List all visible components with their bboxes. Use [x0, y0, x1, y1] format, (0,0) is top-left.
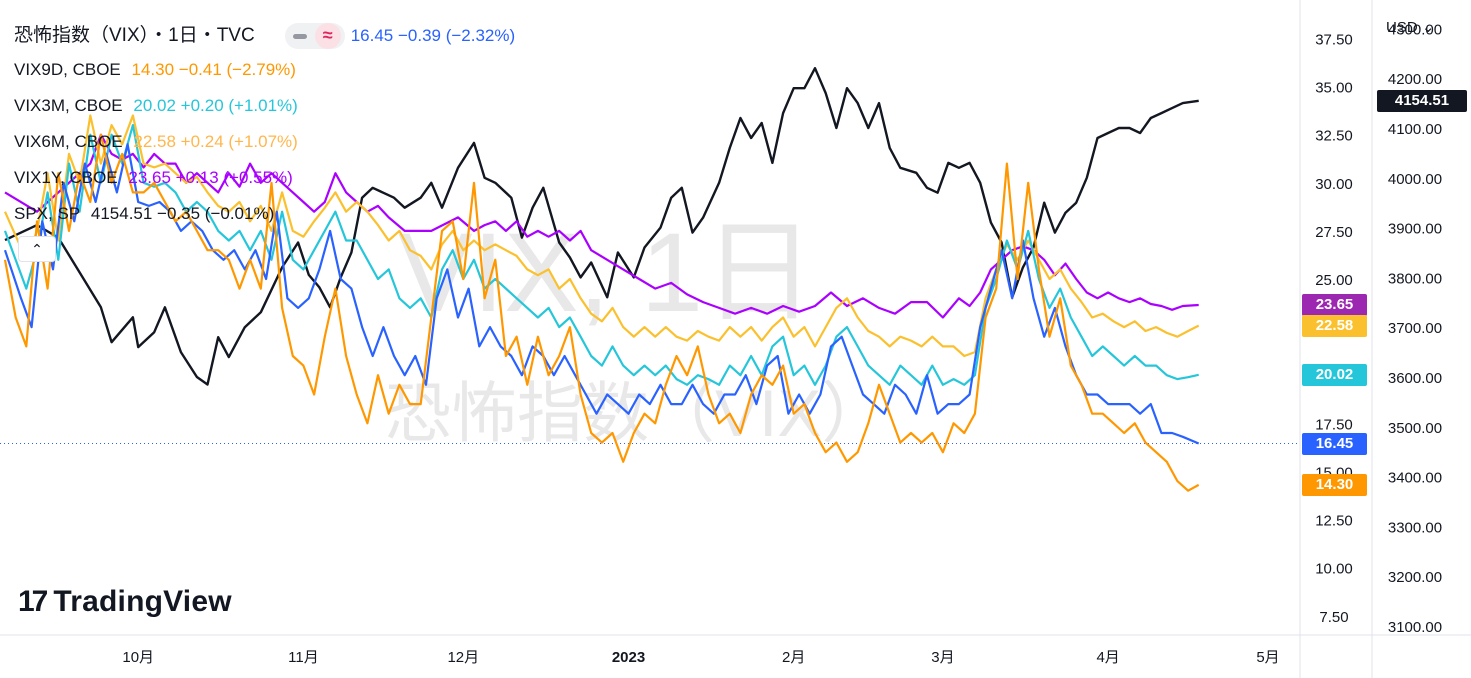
series-line-vix1y — [4, 133, 1199, 319]
price-tag: 4154.51 — [1377, 90, 1467, 112]
legend-symbol: VIX9D, CBOE — [14, 60, 121, 79]
x-axis-tick-label: 3月 — [931, 649, 954, 666]
main-change: 16.45 −0.39 (−2.32%) — [350, 26, 516, 45]
legend-value: 22.58 +0.24 (+1.07%) — [133, 132, 298, 151]
left-axis-tick-label: 7.50 — [1319, 609, 1348, 626]
series-line-vix3m — [3, 124, 1199, 386]
left-axis-tick-label: 35.00 — [1315, 80, 1353, 97]
right-axis-tick-label: 3100.00 — [1388, 619, 1442, 636]
price-tag: 23.65 — [1302, 294, 1367, 316]
x-axis-tick-label: 4月 — [1096, 649, 1119, 666]
tradingview-logo[interactable]: 17 TradingView — [18, 585, 232, 619]
right-axis-tick-label: 3800.00 — [1388, 270, 1442, 287]
right-axis-tick-label: 4100.00 — [1388, 121, 1442, 138]
legend-value: 20.02 +0.20 (+1.01%) — [133, 96, 298, 115]
legend-collapse-button[interactable]: ⌃ — [18, 236, 56, 262]
right-axis-tick-label: 3900.00 — [1388, 221, 1442, 238]
price-tag: 14.30 — [1302, 474, 1367, 496]
legend-main: 恐怖指数（VIX）・1日・TVC ≈16.45 −0.39 (−2.32%) — [14, 20, 521, 49]
x-axis-tick-label: 2023 — [612, 649, 645, 666]
legend-value: 4154.51 −0.35 (−0.01%) — [90, 204, 275, 223]
x-axis-tick-label: 10月 — [122, 649, 154, 666]
right-axis-tick-label: 3500.00 — [1388, 420, 1442, 437]
x-axis-tick-label: 2月 — [782, 649, 805, 666]
series-line-spx — [4, 67, 1199, 386]
logo-text: TradingView — [53, 585, 232, 618]
tradingview-mark-icon: 17 — [18, 585, 48, 618]
legend-row-vix1y[interactable]: VIX1Y, CBOE 23.65 +0.13 (+0.55%) — [14, 168, 299, 188]
series-line-vix9d — [3, 133, 1200, 492]
legend-row-vix9d[interactable]: VIX9D, CBOE 14.30 −0.41 (−2.79%) — [14, 60, 302, 80]
chart-title: 恐怖指数（VIX）・1日・TVC — [14, 25, 255, 46]
left-axis-tick-label: 17.50 — [1315, 416, 1353, 433]
left-axis-tick-label: 27.50 — [1315, 224, 1353, 241]
x-axis-tick-label: 12月 — [447, 649, 479, 666]
legend-visibility-toggle[interactable]: ≈ — [284, 22, 345, 49]
right-axis-tick-label: 3400.00 — [1388, 470, 1442, 487]
right-axis-tick-label: 4300.00 — [1388, 21, 1442, 38]
right-axis-tick-label: 3300.00 — [1388, 519, 1442, 536]
right-axis-tick-label: 4200.00 — [1388, 71, 1442, 88]
legend-row-spx[interactable]: SPX, SP 4154.51 −0.35 (−0.01%) — [14, 204, 280, 224]
left-axis-tick-label: 25.00 — [1315, 272, 1353, 289]
legend-symbol: VIX6M, CBOE — [14, 132, 123, 151]
legend-symbol: SPX, SP — [14, 204, 81, 223]
legend-symbol: VIX3M, CBOE — [14, 96, 123, 115]
right-axis-tick-label: 3700.00 — [1388, 320, 1442, 337]
dash-icon — [292, 33, 307, 39]
chevron-up-icon: ⌃ — [31, 241, 43, 257]
currency-button[interactable]: USD ⌄ — [1386, 19, 1435, 36]
right-axis-tick-label: 3600.00 — [1388, 370, 1442, 387]
legend-row-vix3m[interactable]: VIX3M, CBOE 20.02 +0.20 (+1.01%) — [14, 96, 304, 116]
right-axis-tick-label: 3200.00 — [1388, 569, 1442, 586]
legend-symbol: VIX1Y, CBOE — [14, 168, 118, 187]
left-axis-tick-label: 32.50 — [1315, 128, 1353, 145]
price-tag: 16.45 — [1302, 433, 1367, 455]
series-line-vix — [3, 143, 1200, 445]
legend-value: 23.65 +0.13 (+0.55%) — [128, 168, 293, 187]
x-axis-tick-label: 11月 — [288, 649, 319, 666]
price-tag: 20.02 — [1302, 364, 1367, 386]
legend-row-vix6m[interactable]: VIX6M, CBOE 22.58 +0.24 (+1.07%) — [14, 132, 304, 152]
left-axis-tick-label: 10.00 — [1315, 561, 1353, 578]
price-tag: 22.58 — [1302, 315, 1367, 337]
legend-value: 14.30 −0.41 (−2.79%) — [131, 60, 296, 79]
left-axis-tick-label: 37.50 — [1315, 31, 1353, 48]
right-axis-tick-label: 4000.00 — [1388, 171, 1442, 188]
wave-icon: ≈ — [314, 22, 341, 49]
left-axis-tick-label: 12.50 — [1315, 513, 1353, 530]
left-axis-tick-label: 30.00 — [1315, 176, 1353, 193]
x-axis-tick-label: 5月 — [1256, 649, 1279, 666]
